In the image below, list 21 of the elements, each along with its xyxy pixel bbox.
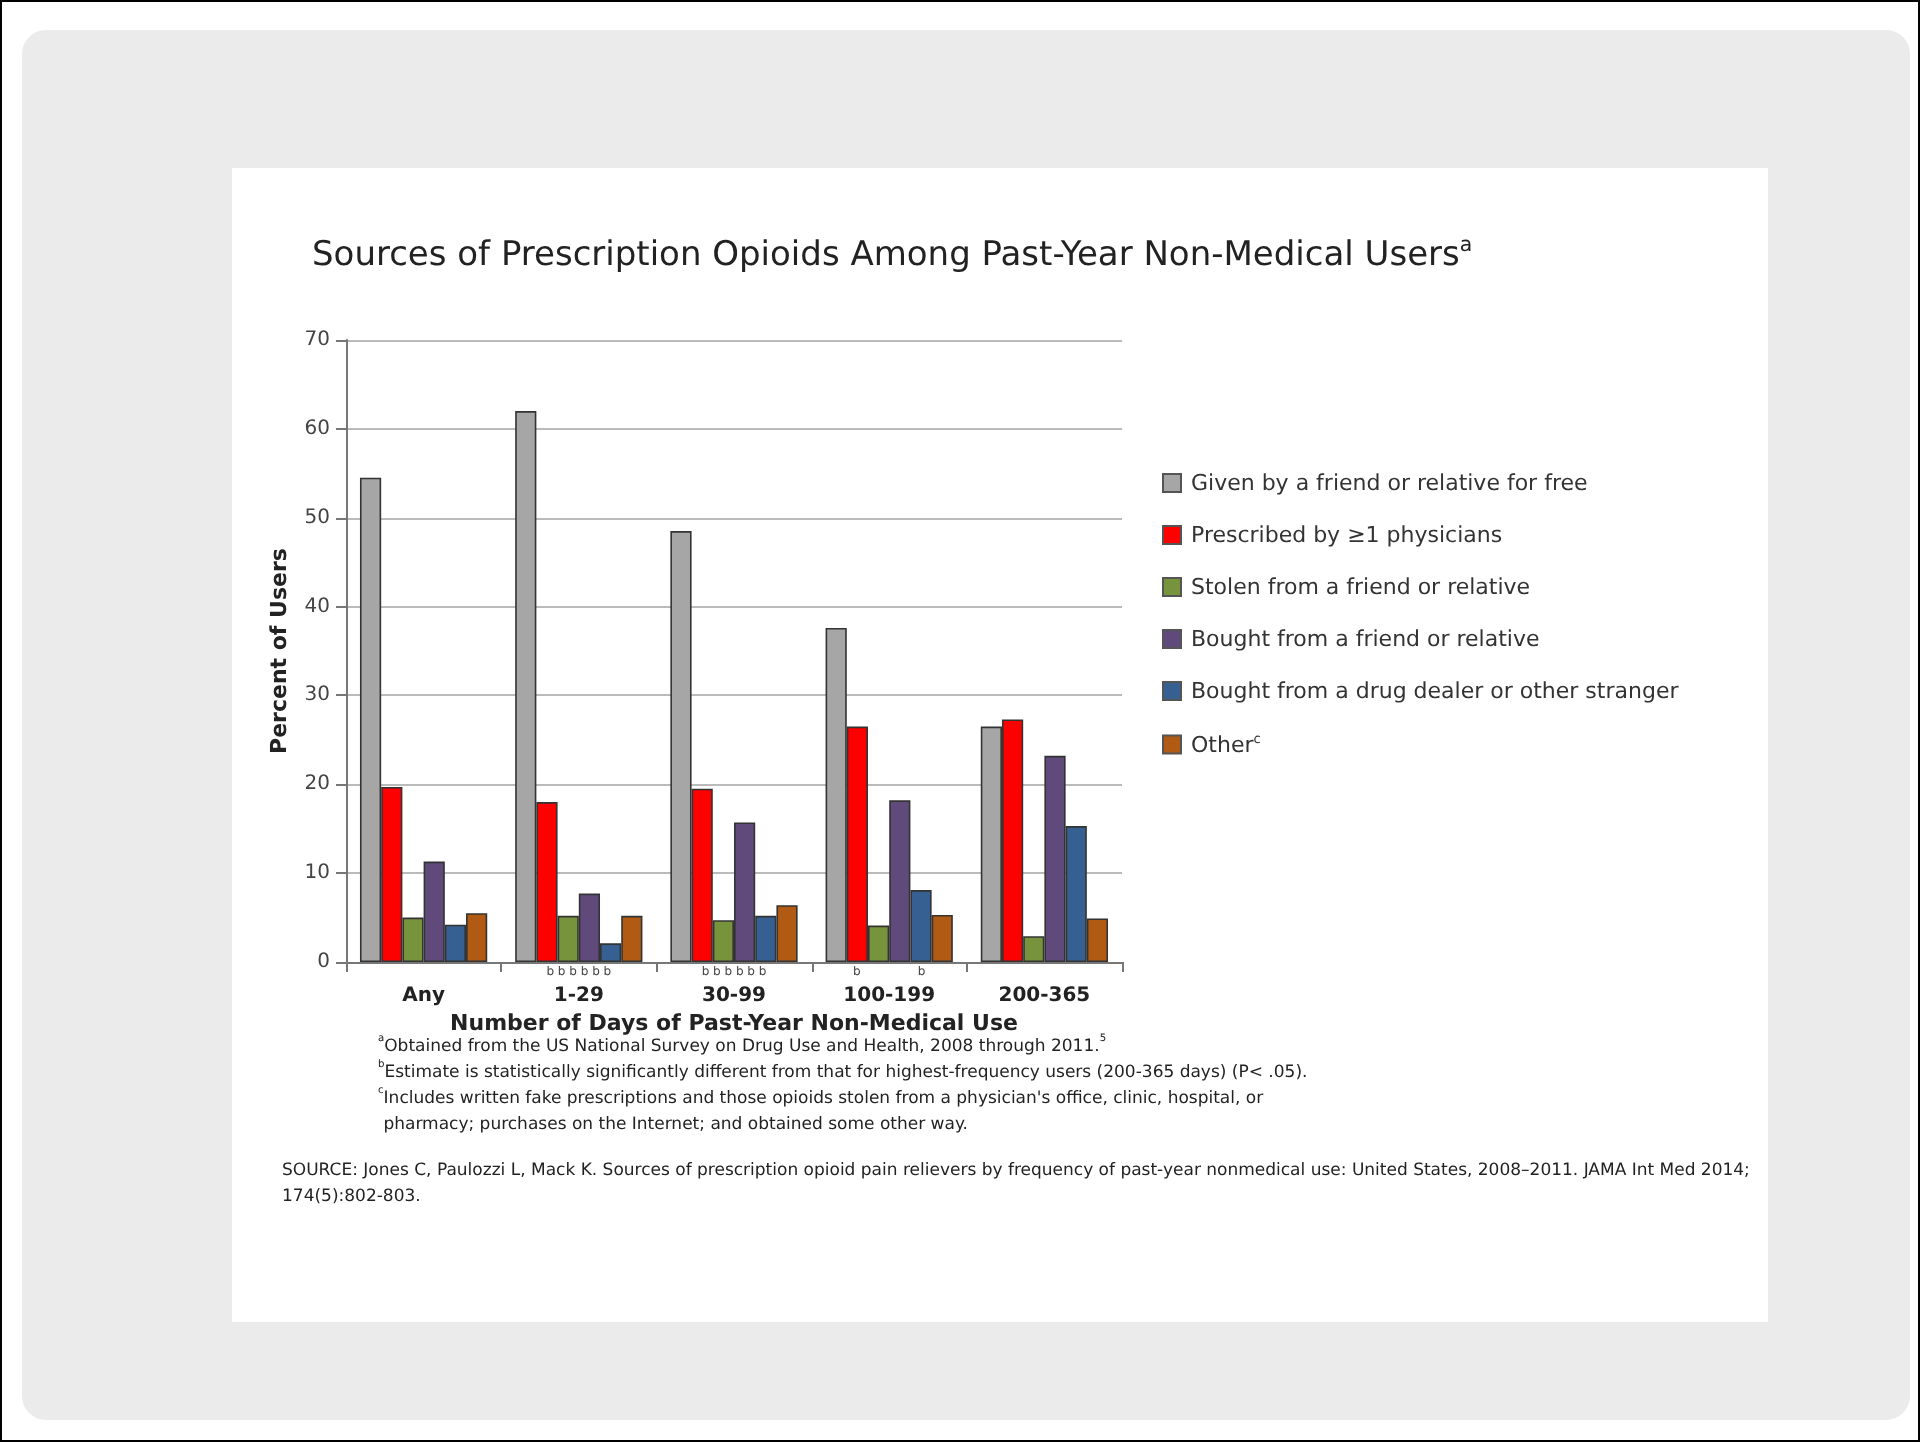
y-tick-label: 60 xyxy=(304,417,330,440)
x-tick-label: 100-199 xyxy=(843,985,936,1007)
x-tick-label: Any xyxy=(402,985,446,1007)
source-note: SOURCE: Jones C, Paulozzi L, Mack K. Sources of prescription opioid pain relievers by frequency of past-year nonmedical use: United States, 2008–2011. JAMA Int Med 2014; 174(5):802-803. xyxy=(282,1161,1750,1207)
legend-label: Given by a friend or relative for free xyxy=(1191,470,1588,496)
x-tick-label: 1-29 xyxy=(553,985,604,1007)
x-tick-label: 30-99 xyxy=(702,985,767,1007)
y-tick-label: 70 xyxy=(304,329,330,351)
y-tick-label: 50 xyxy=(304,506,330,529)
legend-label: Bought from a drug dealer or other stranger xyxy=(1191,678,1680,704)
x-tick-label: 200-365 xyxy=(998,985,1091,1007)
y-tick-label: 10 xyxy=(304,862,330,885)
y-tick-label: 30 xyxy=(304,684,330,707)
y-tick-label: 40 xyxy=(304,595,330,618)
legend-label: Bought from a friend or relative xyxy=(1191,626,1540,652)
y-tick-label: 20 xyxy=(304,773,330,796)
y-tick-label: 0 xyxy=(317,951,330,973)
y-axis-title: Percent of Users xyxy=(266,547,292,754)
legend-label: Stolen from a friend or relative xyxy=(1191,574,1531,600)
legend-label: Prescribed by ≥1 physicians xyxy=(1191,522,1503,548)
x-axis-title: Number of Days of Past-Year Non-Medical Use xyxy=(450,1010,1018,1036)
